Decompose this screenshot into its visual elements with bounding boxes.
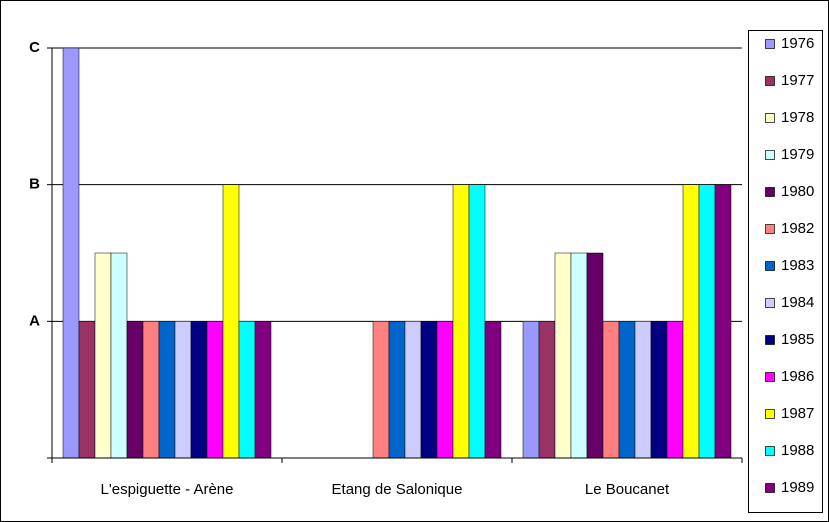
bar	[634, 321, 652, 459]
legend-swatch	[765, 261, 775, 271]
bar	[420, 321, 438, 459]
legend-label: 1984	[781, 294, 814, 311]
legend-label: 1976	[781, 35, 814, 52]
legend-swatch	[765, 298, 775, 308]
legend-label: 1988	[781, 442, 814, 459]
bar	[222, 184, 240, 459]
bar	[254, 321, 272, 459]
bar	[468, 184, 486, 459]
legend-swatch	[765, 372, 775, 382]
y-tick-label: C	[29, 39, 40, 56]
x-tick-label: Le Boucanet	[585, 481, 670, 498]
bar	[110, 252, 128, 459]
legend-swatch	[765, 409, 775, 419]
legend-label: 1978	[781, 109, 814, 126]
bar	[206, 321, 224, 459]
axes: A B C L'espiguette - Arène Etang de Saloniqu…	[29, 39, 743, 498]
bar	[436, 321, 454, 459]
legend-swatch	[765, 224, 775, 234]
legend-swatch	[765, 187, 775, 197]
bar	[452, 184, 470, 459]
bar	[586, 252, 604, 459]
bar	[666, 321, 684, 459]
bar	[522, 321, 540, 459]
bars	[62, 47, 732, 459]
y-tick-label: B	[29, 176, 40, 193]
legend-swatch	[765, 39, 775, 49]
legend-box	[748, 30, 823, 513]
bar	[682, 184, 700, 459]
bar	[538, 321, 556, 459]
x-tick-label: Etang de Salonique	[332, 481, 463, 498]
bar	[388, 321, 406, 459]
bar	[618, 321, 636, 459]
legend-label: 1985	[781, 331, 814, 348]
y-tick-label: A	[29, 312, 40, 329]
legend-swatch	[765, 446, 775, 456]
bar	[158, 321, 176, 459]
bar	[602, 321, 620, 459]
legend-label: 1977	[781, 72, 814, 89]
x-tick-label: L'espiguette - Arène	[101, 481, 234, 498]
bar	[190, 321, 208, 459]
legend-swatch	[765, 150, 775, 160]
bar	[238, 321, 256, 459]
bar	[570, 252, 588, 459]
legend-label: 1983	[781, 257, 814, 274]
legend-label: 1979	[781, 146, 814, 163]
bar	[126, 321, 144, 459]
bar	[484, 321, 502, 459]
bar	[372, 321, 390, 459]
legend: 1976 1977 1978 1979 1980 1982 1983 1984 1985 1986…	[748, 30, 823, 513]
legend-swatch	[765, 335, 775, 345]
bar	[554, 252, 572, 459]
legend-label: 1982	[781, 220, 814, 237]
bar	[78, 321, 96, 459]
legend-label: 1980	[781, 183, 814, 200]
bar	[404, 321, 422, 459]
bar	[174, 321, 192, 459]
legend-label: 1987	[781, 405, 814, 422]
legend-swatch	[765, 113, 775, 123]
bar	[62, 47, 80, 459]
legend-label: 1989	[781, 479, 814, 496]
legend-swatch	[765, 76, 775, 86]
bar	[650, 321, 668, 459]
bar	[698, 184, 716, 459]
legend-swatch	[765, 483, 775, 493]
bar	[714, 184, 732, 459]
bar	[94, 252, 112, 459]
bar	[142, 321, 160, 459]
legend-label: 1986	[781, 368, 814, 385]
